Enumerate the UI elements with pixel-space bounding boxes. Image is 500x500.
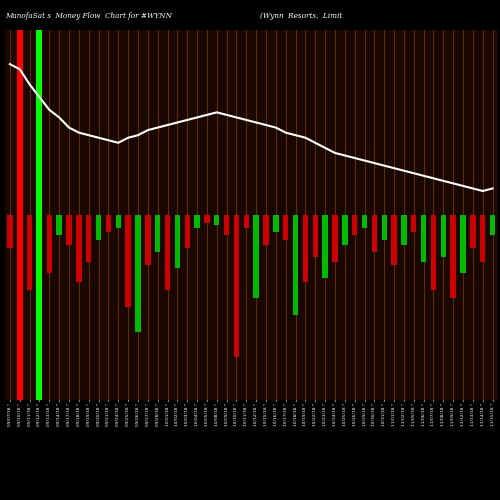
Bar xyxy=(194,215,200,228)
Bar xyxy=(7,215,12,248)
Bar xyxy=(283,215,288,240)
Bar xyxy=(36,30,43,400)
Bar xyxy=(450,215,456,298)
Bar xyxy=(273,215,278,232)
Text: ManofaSat s  Money Flow  Chart for #WYNN: ManofaSat s Money Flow Chart for #WYNN xyxy=(5,12,172,20)
Bar xyxy=(293,215,298,315)
Bar xyxy=(332,215,338,262)
Bar xyxy=(460,215,466,274)
Bar xyxy=(96,215,102,240)
Bar xyxy=(470,215,476,248)
Bar xyxy=(431,215,436,290)
Text: (Wynn  Resorts,  Limit: (Wynn Resorts, Limit xyxy=(260,12,342,20)
Bar xyxy=(76,215,82,282)
Bar xyxy=(401,215,406,245)
Bar xyxy=(106,215,111,232)
Bar xyxy=(342,215,347,245)
Bar xyxy=(352,215,358,235)
Bar xyxy=(165,215,170,290)
Bar xyxy=(440,215,446,256)
Bar xyxy=(174,215,180,268)
Bar xyxy=(204,215,210,224)
Bar xyxy=(382,215,387,240)
Bar xyxy=(224,215,230,235)
Bar xyxy=(322,215,328,278)
Bar xyxy=(116,215,121,228)
Bar xyxy=(56,215,62,235)
Bar xyxy=(372,215,377,252)
Bar xyxy=(264,215,268,245)
Bar xyxy=(27,215,32,290)
Bar xyxy=(362,215,367,228)
Bar xyxy=(421,215,426,262)
Bar xyxy=(136,215,140,332)
Bar xyxy=(184,215,190,248)
Bar xyxy=(17,30,23,400)
Bar xyxy=(46,215,52,274)
Bar xyxy=(254,215,259,298)
Bar xyxy=(234,215,239,356)
Bar xyxy=(312,215,318,256)
Bar xyxy=(86,215,92,262)
Bar xyxy=(66,215,71,245)
Bar xyxy=(490,215,496,235)
Bar xyxy=(302,215,308,282)
Bar xyxy=(126,215,131,306)
Bar xyxy=(244,215,249,228)
Bar xyxy=(411,215,416,232)
Bar xyxy=(214,215,220,225)
Bar xyxy=(392,215,397,265)
Bar xyxy=(145,215,150,265)
Bar xyxy=(155,215,160,252)
Bar xyxy=(480,215,486,262)
